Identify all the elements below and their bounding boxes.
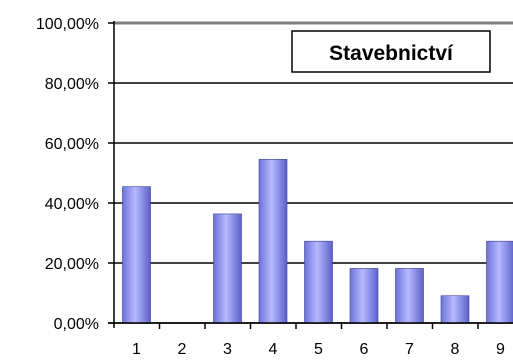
chart-title-box: Stavebnictví bbox=[291, 30, 491, 73]
y-tick-label: 60,00% bbox=[45, 136, 99, 153]
bar-6 bbox=[349, 268, 379, 324]
gridlines bbox=[114, 21, 513, 324]
bar-3 bbox=[213, 213, 242, 324]
bar-8 bbox=[440, 295, 470, 324]
x-tick-label: 4 bbox=[269, 341, 278, 358]
x-tick-label: 8 bbox=[451, 341, 460, 358]
bar-4 bbox=[258, 159, 288, 324]
x-tick-labels: 1 2 3 4 5 6 7 8 9 bbox=[132, 341, 505, 358]
bars bbox=[122, 159, 513, 324]
y-tick-label: 40,00% bbox=[45, 196, 99, 213]
y-tick-label: 20,00% bbox=[45, 256, 99, 273]
y-tick-label: 100,00% bbox=[36, 16, 99, 33]
x-tick-label: 3 bbox=[223, 341, 232, 358]
x-tick-label: 2 bbox=[178, 341, 187, 358]
axes bbox=[108, 21, 513, 329]
y-tick-label: 0,00% bbox=[54, 316, 99, 333]
chart-title: Stavebnictví bbox=[329, 42, 454, 65]
bar-5 bbox=[304, 240, 333, 324]
x-tick-label: 5 bbox=[314, 341, 323, 358]
x-tick-label: 9 bbox=[496, 341, 505, 358]
bar-7 bbox=[395, 268, 424, 324]
x-tick-label: 6 bbox=[360, 341, 369, 358]
y-tick-label: 80,00% bbox=[45, 76, 99, 93]
bar-1 bbox=[122, 186, 151, 324]
y-tick-labels: 0,00% 20,00% 40,00% 60,00% 80,00% 100,00% bbox=[36, 16, 99, 333]
x-tick-label: 1 bbox=[132, 341, 141, 358]
bar-9 bbox=[486, 240, 513, 324]
x-tick-label: 7 bbox=[405, 341, 414, 358]
